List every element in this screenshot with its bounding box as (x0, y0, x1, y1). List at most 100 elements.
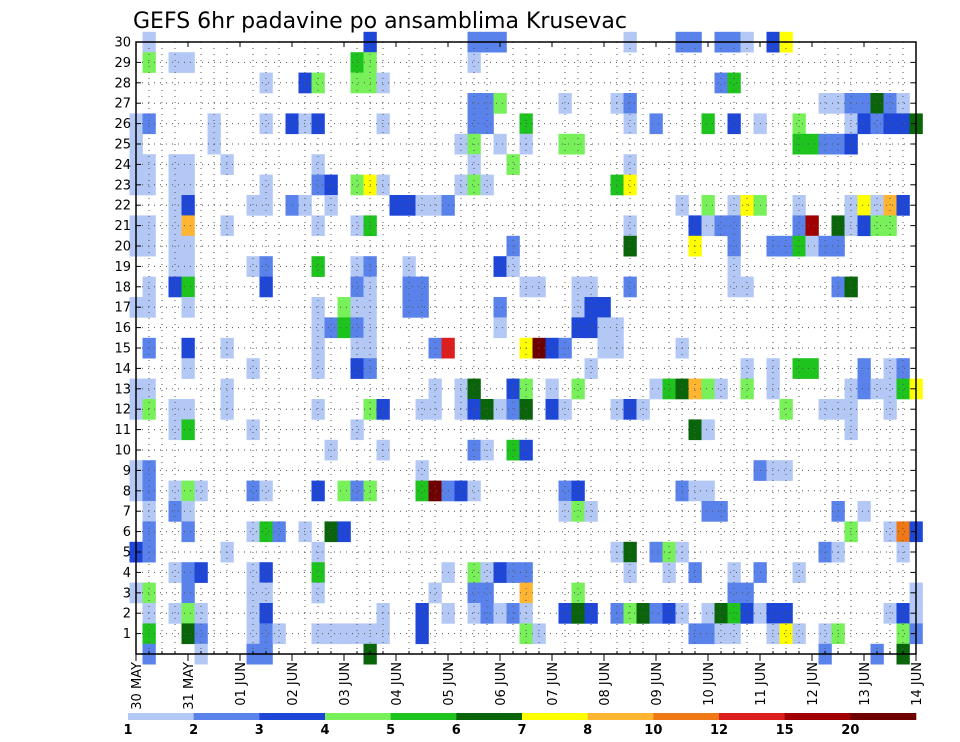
heatmap-cell (532, 623, 546, 645)
heatmap-cell (181, 337, 195, 359)
heatmap-cell (480, 113, 494, 135)
y-tick-label: 23 (114, 178, 131, 193)
heatmap-cell (727, 113, 741, 135)
heatmap-cell (181, 215, 195, 237)
heatmap-cell (727, 276, 741, 298)
heatmap-cell (272, 623, 286, 645)
heatmap-cell (701, 215, 715, 237)
heatmap-cell (194, 603, 208, 624)
heatmap-cell (337, 521, 351, 543)
heatmap-cell (259, 582, 273, 604)
heatmap-cell (480, 562, 494, 583)
y-tick-label: 12 (114, 403, 131, 418)
heatmap-cell (766, 623, 780, 645)
heatmap-cell (142, 276, 156, 298)
heatmap-cell (883, 521, 897, 543)
heatmap-cell (883, 399, 897, 420)
heatmap-cell (701, 480, 715, 502)
y-tick-label: 5 (123, 546, 131, 561)
colorbar-label: 1 (123, 723, 132, 738)
x-tick-label: 11 JUN (754, 662, 769, 706)
heatmap-cell (584, 501, 598, 522)
heatmap-cell (792, 113, 806, 135)
heatmap-cell (181, 603, 195, 624)
heatmap-cell (506, 154, 520, 175)
heatmap-cell (714, 501, 728, 522)
heatmap-cell (688, 480, 702, 502)
heatmap-cell (857, 501, 871, 522)
heatmap-cell (805, 358, 819, 379)
heatmap-cell (311, 256, 325, 277)
heatmap-cell (883, 603, 897, 624)
heatmap-cell (142, 521, 156, 543)
y-tick-label: 27 (114, 97, 131, 112)
heatmap-cell (649, 541, 663, 563)
heatmap-cell (584, 317, 598, 339)
heatmap-cell (623, 113, 637, 135)
heatmap-cell (558, 399, 572, 420)
heatmap-cell (311, 72, 325, 94)
y-tick-label: 29 (114, 56, 131, 71)
heatmap-cell (792, 215, 806, 237)
y-tick-label: 25 (114, 138, 131, 153)
heatmap-cell (259, 521, 273, 543)
heatmap-cell (896, 93, 910, 114)
heatmap-cell (558, 603, 572, 624)
colorbar-swatch (784, 713, 851, 720)
heatmap-cell (142, 399, 156, 420)
y-tick-label: 14 (114, 362, 131, 377)
heatmap-cell (220, 215, 234, 237)
heatmap-cell (181, 480, 195, 502)
heatmap-cell (506, 603, 520, 624)
heatmap-cell (428, 195, 442, 216)
heatmap-cell (428, 399, 442, 420)
heatmap-cell (467, 562, 481, 583)
heatmap-cell (142, 603, 156, 624)
heatmap-cell (740, 276, 754, 298)
heatmap-cell (870, 195, 884, 216)
heatmap-cell (246, 256, 260, 277)
colorbar-swatch (522, 713, 588, 720)
colorbar: 1 2 3 4 5 6 7 8 10 12 15 20 (123, 713, 917, 738)
y-tick-label: 9 (123, 464, 131, 479)
heatmap-cell (168, 480, 182, 502)
heatmap-cells (129, 31, 923, 665)
colorbar-label: 7 (517, 723, 526, 738)
heatmap-cell (701, 603, 715, 624)
heatmap-cell (857, 195, 871, 216)
heatmap-cell (571, 603, 585, 624)
heatmap-cell (415, 276, 429, 298)
x-tick-label: 04 JUN (390, 662, 405, 706)
heatmap-cell (376, 603, 390, 624)
heatmap-cell (246, 195, 260, 216)
heatmap-cell (142, 480, 156, 502)
heatmap-cell (181, 358, 195, 379)
heatmap-cell (415, 297, 429, 318)
heatmap-cell (727, 582, 741, 604)
heatmap-cell (337, 623, 351, 645)
heatmap-cell (740, 582, 754, 604)
colorbar-swatch (719, 713, 785, 720)
heatmap-cell (493, 603, 507, 624)
heatmap-cell (896, 195, 910, 216)
heatmap-cell (402, 195, 416, 216)
heatmap-cell (350, 419, 364, 441)
heatmap-cell (493, 297, 507, 318)
colorbar-label: 15 (776, 723, 794, 738)
y-tick-label: 16 (114, 321, 131, 336)
heatmap-cell (610, 399, 624, 420)
heatmap-cell (467, 113, 481, 135)
heatmap-cell (857, 113, 871, 135)
heatmap-cell (415, 623, 429, 645)
heatmap-cell (545, 337, 559, 359)
heatmap-cell (246, 562, 260, 583)
y-tick-label: 4 (123, 566, 131, 581)
heatmap-cell (181, 623, 195, 645)
heatmap-cell (259, 256, 273, 277)
heatmap-cell (181, 399, 195, 420)
heatmap-cell (324, 317, 338, 339)
heatmap-cell (883, 93, 897, 114)
heatmap-cell (649, 113, 663, 135)
heatmap-cell (311, 562, 325, 583)
y-tick-label: 10 (114, 444, 131, 459)
